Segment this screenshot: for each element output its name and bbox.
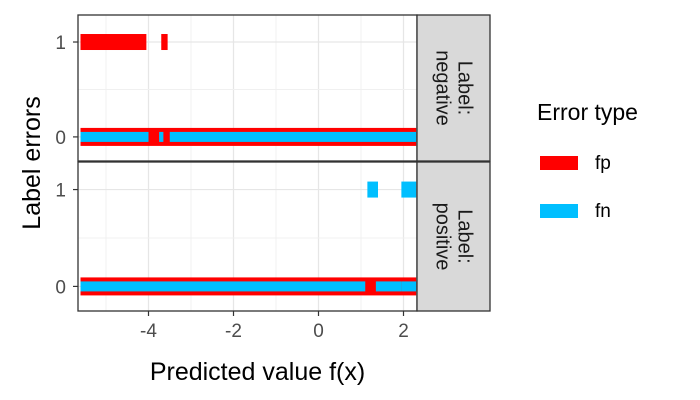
- x-axis: -4 -2 0 2: [140, 311, 409, 342]
- y-tick-label: 1: [55, 33, 66, 54]
- x-axis-title: Predicted value f(x): [150, 358, 365, 386]
- facet-strip-label: Label:negative: [432, 50, 476, 126]
- y-tick-label: 0: [55, 128, 66, 149]
- data-segment-fp: [161, 34, 168, 51]
- x-tick-label: -4: [140, 321, 157, 342]
- legend-label-fp: fp: [595, 153, 611, 174]
- legend-label-fn: fn: [595, 201, 611, 222]
- y-axis-title: Label errors: [18, 96, 46, 229]
- facet-strip: [416, 14, 491, 162]
- facet-panel: Label:negative 0 1: [55, 14, 491, 162]
- data-segment-fp: [80, 34, 147, 51]
- data-segment-fn: [401, 181, 417, 198]
- data-segment-fn: [367, 181, 378, 198]
- data-segment-fn: [375, 281, 402, 292]
- facet-strip: [416, 161, 491, 312]
- facet-panels: Label:negative 0 1 Label:positive 0 1: [55, 14, 491, 312]
- legend-key-fn: [540, 204, 578, 218]
- data-segment-fn: [159, 131, 164, 142]
- data-segment-fn: [80, 281, 366, 292]
- data-segment-fn: [169, 131, 417, 142]
- data-segment-fn: [401, 281, 417, 292]
- data-segment-fn: [80, 131, 149, 142]
- facet-panel: Label:positive 0 1: [55, 161, 491, 312]
- x-tick-label: -2: [225, 321, 242, 342]
- legend-title: Error type: [537, 99, 638, 125]
- x-tick-label: 2: [398, 321, 409, 342]
- facet-strip-label: Label:positive: [432, 203, 476, 271]
- legend: Error type fp fn: [537, 99, 638, 222]
- y-tick-label: 1: [55, 181, 66, 202]
- y-tick-label: 0: [55, 277, 66, 298]
- legend-key-fp: [540, 156, 578, 170]
- x-tick-label: 0: [313, 321, 324, 342]
